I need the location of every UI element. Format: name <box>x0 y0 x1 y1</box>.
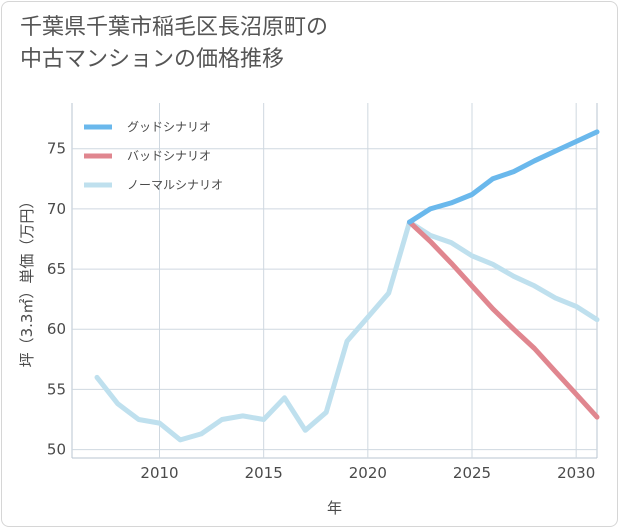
tick-labels: 2010 2015 2020 2025 2030 50 55 60 65 70 75 <box>47 140 595 482</box>
x-tick-label: 2020 <box>349 464 387 482</box>
series-line-0 <box>407 129 600 225</box>
x-axis-label: 年 <box>327 499 342 517</box>
x-tick-label: 2025 <box>453 464 491 482</box>
x-tick-label: 2015 <box>245 464 283 482</box>
y-tick-label: 65 <box>47 260 66 278</box>
x-tick-label: 2010 <box>140 464 178 482</box>
legend-label-0: グッドシナリオ <box>127 120 211 134</box>
y-tick-label: 60 <box>47 320 66 338</box>
chart-title-line-2: 中古マンションの価格推移 <box>20 47 285 72</box>
series-line-1 <box>407 219 600 420</box>
x-tick-label: 2030 <box>557 464 595 482</box>
chart-title: 千葉県千葉市稲毛区長沼原町の 中古マンションの価格推移 <box>20 12 328 76</box>
series-line-2 <box>94 219 600 443</box>
chart-title-line-1: 千葉県千葉市稲毛区長沼原町の <box>20 15 329 40</box>
legend-label-1: バッドシナリオ <box>127 149 211 163</box>
series-lines <box>94 129 600 443</box>
y-tick-label: 70 <box>47 200 66 218</box>
y-axis-label: 坪（3.3㎡）単価（万円） <box>18 194 36 368</box>
y-tick-label: 55 <box>47 380 66 398</box>
y-tick-label: 75 <box>47 140 66 158</box>
legend-label-2: ノーマルシナリオ <box>127 178 223 192</box>
y-tick-label: 50 <box>47 441 66 459</box>
